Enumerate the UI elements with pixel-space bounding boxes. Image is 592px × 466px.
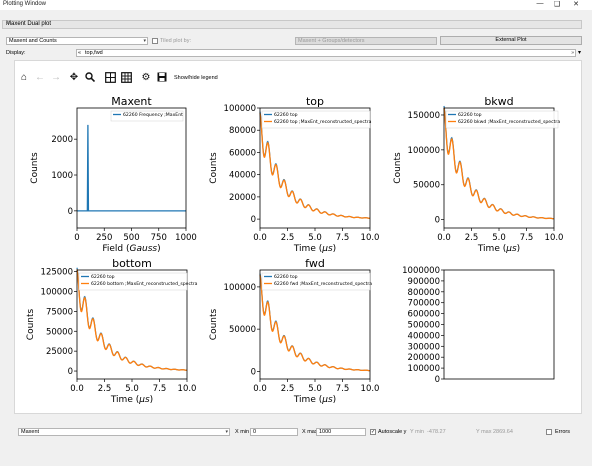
xmax-input[interactable]: 1000 xyxy=(316,428,366,436)
back-arrow-icon[interactable]: ← xyxy=(35,72,45,83)
display-combo[interactable]: « top,fwd » xyxy=(76,49,576,57)
display-label: Display: xyxy=(6,50,26,56)
tiled-by-value: Maxent + Groups/detectors xyxy=(298,38,365,44)
errors-checkbox[interactable] xyxy=(546,429,552,435)
show-hide-legend-button[interactable]: Show/hide legend xyxy=(174,75,218,81)
workspace-value: Maxent xyxy=(21,429,40,435)
display-value: top,fwd xyxy=(85,50,103,56)
table-grid-icon[interactable] xyxy=(120,72,132,84)
minimize-icon[interactable]: — xyxy=(536,0,544,7)
workspace-combo[interactable]: Maxent ▾ xyxy=(18,428,230,436)
close-icon[interactable]: ✕ xyxy=(573,1,579,8)
chevron-down-icon: ▾ xyxy=(225,429,228,435)
xmax-value: 1000 xyxy=(319,429,332,435)
window-title: Plotting Window xyxy=(3,1,47,7)
window-title-bar: Plotting Window — ❑ ✕ xyxy=(0,0,592,10)
xmin-input[interactable]: 0 xyxy=(250,428,298,436)
plot-type-combo[interactable]: Maxent and Counts ▾ xyxy=(6,37,148,45)
ymin-value[interactable]: -478.27 xyxy=(427,429,446,435)
chevron-down-icon: » xyxy=(571,50,574,56)
tiled-by-combo[interactable]: Maxent + Groups/detectors xyxy=(295,37,437,45)
tiled-plot-checkbox[interactable] xyxy=(152,38,158,44)
xmax-label: X max xyxy=(302,429,318,435)
ymax-value[interactable]: 2869.64 xyxy=(493,429,513,435)
ymax-label: Y max xyxy=(476,429,492,435)
subplots-grid-icon[interactable] xyxy=(104,72,116,84)
tiled-label: Tiled plot by: xyxy=(160,38,191,44)
save-icon[interactable] xyxy=(156,72,168,84)
pan-icon[interactable]: ✥ xyxy=(69,72,79,83)
xmin-label: X min xyxy=(235,429,250,435)
display-combo-arrows-icon: « xyxy=(78,50,82,56)
external-plot-button[interactable]: External Plot xyxy=(440,36,582,45)
dual-plot-header: Maxent Dual plot × xyxy=(2,20,582,29)
home-icon[interactable]: ⌂ xyxy=(20,72,28,83)
ymin-label: Y min xyxy=(410,429,424,435)
close-dual-plot-icon[interactable]: × xyxy=(6,20,11,27)
plot-type-value: Maxent and Counts xyxy=(9,38,57,44)
external-plot-label: External Plot xyxy=(495,37,527,43)
forward-arrow-icon[interactable]: → xyxy=(51,72,61,83)
display-combo-dropdown-icon[interactable]: ▾ xyxy=(578,50,582,56)
autoscale-checkbox[interactable]: ✓ xyxy=(370,429,376,435)
autoscale-label: Autoscale y xyxy=(378,429,407,435)
plot-canvas-panel xyxy=(14,60,582,414)
chevron-down-icon: ▾ xyxy=(143,38,146,44)
gear-icon[interactable]: ⚙ xyxy=(141,72,151,83)
dual-plot-label: Maxent Dual plot xyxy=(6,21,52,27)
zoom-icon[interactable] xyxy=(84,72,96,84)
xmin-value: 0 xyxy=(253,429,257,435)
maximize-icon[interactable]: ❑ xyxy=(553,1,561,8)
errors-label: Errors xyxy=(555,429,570,435)
